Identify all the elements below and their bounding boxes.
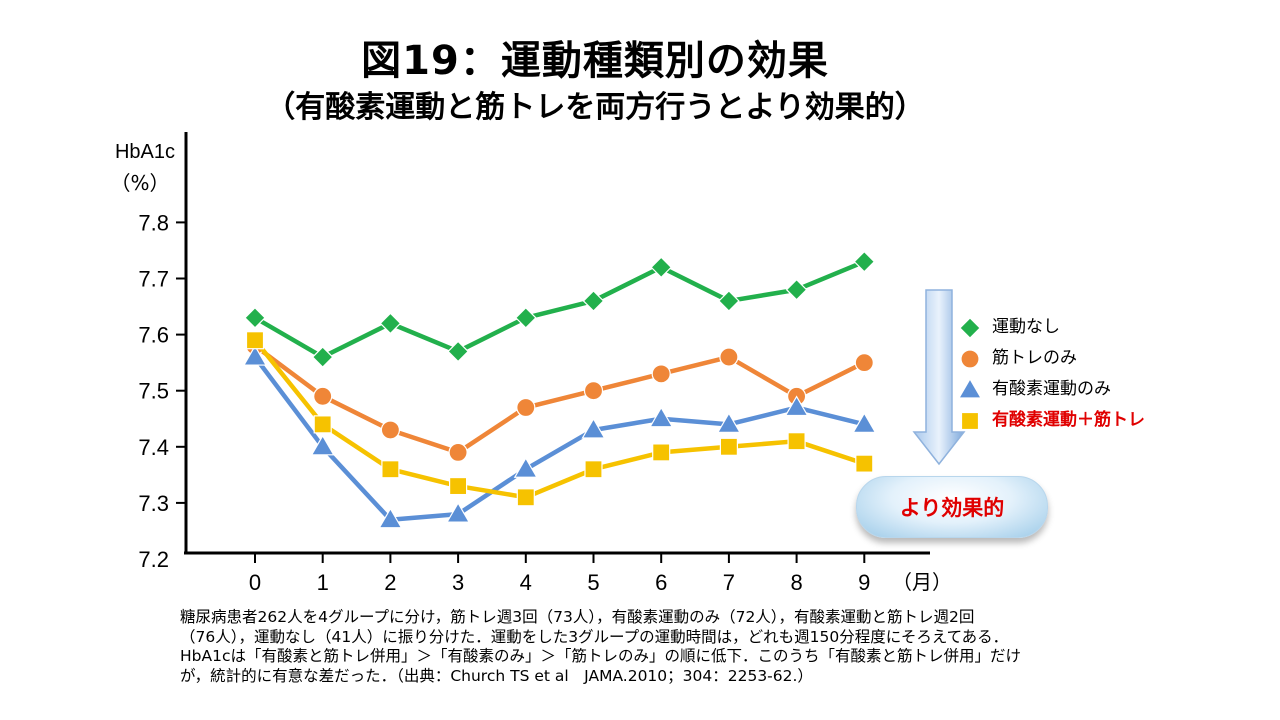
data-point-aerobic-only — [649, 406, 674, 428]
data-point-aerobic-only — [784, 395, 809, 417]
data-point-no-exercise — [785, 278, 808, 301]
x-tick-label: 2 — [384, 570, 396, 595]
y-tick-label: 7.5 — [138, 379, 169, 404]
data-point-aerobic-plus-strength — [719, 437, 739, 456]
series-strength-only — [245, 336, 874, 463]
x-axis-unit: （月） — [892, 570, 952, 594]
legend-label: 筋トレのみ — [992, 348, 1077, 368]
legend-marker-circle-icon — [960, 349, 980, 369]
data-point-aerobic-plus-strength — [652, 443, 671, 462]
chart-legend: 運動なし筋トレのみ有酸素運動のみ有酸素運動＋筋トレ — [958, 314, 1145, 438]
data-point-aerobic-plus-strength — [787, 432, 806, 451]
data-point-aerobic-plus-strength — [516, 488, 535, 507]
data-point-aerobic-only — [852, 412, 877, 433]
y-tick-label: 7.2 — [138, 547, 169, 572]
data-point-strength-only — [516, 397, 536, 418]
x-tick-label: 9 — [858, 570, 870, 595]
chart-title: 図19：運動種類別の効果 — [361, 38, 829, 84]
legend-marker-shape — [960, 349, 980, 369]
data-point-strength-only — [380, 420, 400, 440]
data-point-no-exercise — [311, 346, 334, 368]
data-point-aerobic-only — [513, 457, 538, 478]
data-point-aerobic-plus-strength — [245, 331, 265, 350]
more-effective-badge: より効果的 — [856, 476, 1048, 538]
data-point-aerobic-only — [242, 344, 268, 366]
x-tick-label: 4 — [520, 570, 532, 595]
data-point-no-exercise — [514, 306, 537, 329]
series-line-aerobic-plus-strength — [253, 338, 866, 500]
x-tick-label: 1 — [317, 570, 329, 595]
legend-item-no-exercise: 運動なし — [958, 314, 1145, 345]
down-arrow-icon — [912, 289, 966, 466]
legend-label: 有酸素運動のみ — [992, 379, 1111, 399]
study-note: 糖尿病患者262人を4グループに分け，筋トレ週3回（73人），有酸素運動のみ（7… — [180, 608, 1021, 685]
x-tick-label: 3 — [452, 570, 464, 595]
data-point-aerobic-plus-strength — [449, 476, 468, 496]
more-effective-label: より効果的 — [899, 496, 1005, 520]
series-no-exercise — [244, 250, 876, 368]
data-point-no-exercise — [718, 290, 740, 312]
legend-marker-diamond-icon — [959, 317, 981, 339]
data-point-aerobic-only — [446, 501, 471, 523]
data-point-strength-only — [651, 364, 671, 384]
data-point-no-exercise — [379, 312, 402, 335]
x-tick-label: 8 — [790, 570, 802, 595]
y-tick-label: 7.6 — [138, 323, 169, 348]
y-tick-label: 7.7 — [138, 267, 169, 292]
data-point-strength-only — [719, 347, 739, 367]
chart-series-layer — [242, 250, 877, 529]
data-point-aerobic-plus-strength — [381, 460, 400, 479]
legend-marker-shape — [958, 378, 982, 399]
legend-item-aerobic-only: 有酸素運動のみ — [958, 376, 1145, 407]
x-tick-label: 0 — [249, 570, 261, 595]
series-line-no-exercise — [253, 259, 866, 360]
data-point-aerobic-only — [378, 507, 403, 529]
x-tick-label: 5 — [587, 570, 599, 595]
data-point-strength-only — [854, 353, 874, 373]
data-point-no-exercise — [650, 256, 673, 279]
legend-marker-triangle-icon — [958, 378, 982, 399]
data-point-no-exercise — [853, 250, 876, 273]
data-point-strength-only — [448, 442, 468, 463]
y-tick-label: 7.8 — [138, 210, 169, 235]
series-line-aerobic-only — [253, 355, 865, 522]
series-aerobic-only — [242, 344, 877, 529]
legend-marker-shape — [959, 317, 981, 339]
legend-label: 有酸素運動＋筋トレ — [992, 410, 1145, 430]
data-point-strength-only — [313, 386, 333, 406]
data-point-aerobic-plus-strength — [313, 415, 332, 434]
data-point-no-exercise — [582, 290, 605, 312]
chart-axes: 7.2 7.3 7.4 7.5 7.6 7.7 7.8 0 1 2 3 4 5 6 7 8 9 — [138, 132, 930, 595]
y-tick-label: 7.4 — [138, 435, 169, 460]
data-point-no-exercise — [244, 306, 266, 329]
data-point-aerobic-only — [716, 412, 741, 433]
x-tick-label: 7 — [723, 570, 735, 595]
legend-item-strength-only: 筋トレのみ — [958, 345, 1145, 376]
legend-item-aerobic-plus-strength: 有酸素運動＋筋トレ — [958, 407, 1145, 438]
data-point-aerobic-plus-strength — [855, 454, 874, 473]
data-point-strength-only — [583, 381, 604, 401]
x-tick-label: 6 — [655, 570, 667, 595]
chart-subtitle: （有酸素運動と筋トレを両方行うとより効果的） — [265, 90, 925, 125]
series-aerobic-plus-strength — [245, 331, 874, 507]
series-line-strength-only — [253, 344, 866, 455]
legend-marker-square-icon — [960, 411, 980, 431]
y-axis-label: HbA1c — [115, 141, 175, 163]
data-point-aerobic-plus-strength — [584, 460, 603, 479]
data-point-aerobic-only — [310, 434, 335, 456]
y-axis-unit: （%） — [110, 171, 169, 195]
legend-label: 運動なし — [992, 317, 1060, 337]
y-tick-label: 7.3 — [138, 491, 169, 516]
data-point-aerobic-only — [581, 417, 606, 439]
data-point-no-exercise — [447, 340, 469, 363]
legend-marker-shape — [960, 411, 980, 431]
